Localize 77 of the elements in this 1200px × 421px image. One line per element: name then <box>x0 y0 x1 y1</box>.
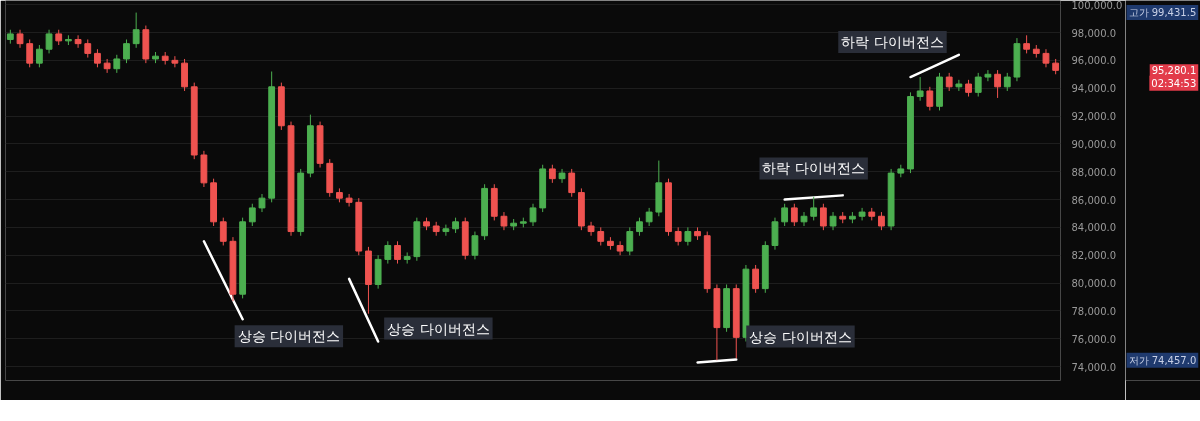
text: 저가 74,457.0 <box>1128 354 1197 366</box>
y-tick-label: 76,000.0 <box>1071 333 1117 345</box>
series-label: 하락 다이버전스 <box>841 34 944 51</box>
text: 고가 99,431.5 <box>1128 7 1197 19</box>
y-tick-label: 100,000.0 <box>1071 0 1123 11</box>
y-tick-label: 86,000.0 <box>1071 194 1117 206</box>
text: 하락 다이버전스 <box>762 160 865 177</box>
candlestick <box>26 38 34 68</box>
candlestick <box>916 76 924 102</box>
candlestick <box>568 168 576 198</box>
candlestick <box>45 29 53 54</box>
candlestick <box>471 231 479 260</box>
y-tick-label: 94,000.0 <box>1071 83 1117 95</box>
candlestick <box>984 69 992 82</box>
candlestick <box>636 217 643 237</box>
candlestick <box>597 226 605 246</box>
candlestick <box>548 164 556 184</box>
candlestick <box>684 226 692 246</box>
y-tick-label: 80,000.0 <box>1071 278 1117 290</box>
candlestick <box>181 58 188 92</box>
candlestick <box>500 211 508 231</box>
series-label: 상승 다이버전스 <box>387 320 490 337</box>
candlestick <box>16 29 24 49</box>
series-label: 상승 다이버전스 <box>237 328 341 345</box>
candlestick <box>587 221 595 237</box>
candlestick <box>1042 48 1050 68</box>
candlestick <box>219 217 227 246</box>
candlestick <box>35 44 43 68</box>
candlestick <box>819 203 827 231</box>
text: 95,280.1 <box>1151 65 1197 77</box>
candlestick <box>945 72 953 92</box>
candlestick <box>878 211 885 231</box>
text: 02:34:53 <box>1151 77 1197 89</box>
candlestick <box>771 217 779 251</box>
candlestick <box>752 264 760 294</box>
candlestick <box>558 168 566 184</box>
series-label: 상승 다이버전스 <box>749 328 852 345</box>
candlestick <box>529 203 537 227</box>
candlestick <box>94 48 101 68</box>
y-tick-label: 92,000.0 <box>1071 111 1117 123</box>
candlestick <box>258 193 266 213</box>
y-tick-label: 74,000.0 <box>1071 361 1117 373</box>
candlestick <box>1003 72 1011 92</box>
candlestick <box>616 240 624 256</box>
candlestick <box>790 203 798 227</box>
candlestick <box>926 86 934 111</box>
y-tick-label: 96,000.0 <box>1071 55 1117 67</box>
candlestick <box>123 38 130 64</box>
y-tick-label: 82,000.0 <box>1071 250 1117 262</box>
y-tick-label: 98,000.0 <box>1071 27 1117 39</box>
candlestick <box>248 203 256 227</box>
candlestick <box>645 207 653 227</box>
candlestick <box>113 54 121 74</box>
candlestick <box>674 226 682 246</box>
candlestick <box>810 196 818 221</box>
candlestick <box>345 193 353 208</box>
y-tick-label: 78,000.0 <box>1071 305 1117 317</box>
candlestick <box>626 226 634 256</box>
candlestick <box>974 72 982 98</box>
y-tick-label: 84,000.0 <box>1071 222 1117 234</box>
y-tick-label: 90,000.0 <box>1071 138 1117 150</box>
y-tick-label: 88,000.0 <box>1071 166 1117 178</box>
candlestick <box>394 240 401 265</box>
candlestick <box>800 211 808 227</box>
candlestick <box>384 240 392 265</box>
candlestick <box>132 12 140 49</box>
candlestick <box>955 79 963 92</box>
candlestick <box>103 58 111 74</box>
candlestick <box>858 207 866 221</box>
candlestick <box>829 211 837 231</box>
candlestick <box>994 69 1001 99</box>
candlestick <box>171 55 179 68</box>
candlestick <box>1023 34 1031 54</box>
candlestick <box>781 203 789 227</box>
candlestick <box>442 224 450 237</box>
candlestick <box>74 34 82 49</box>
candlestick <box>84 38 92 59</box>
